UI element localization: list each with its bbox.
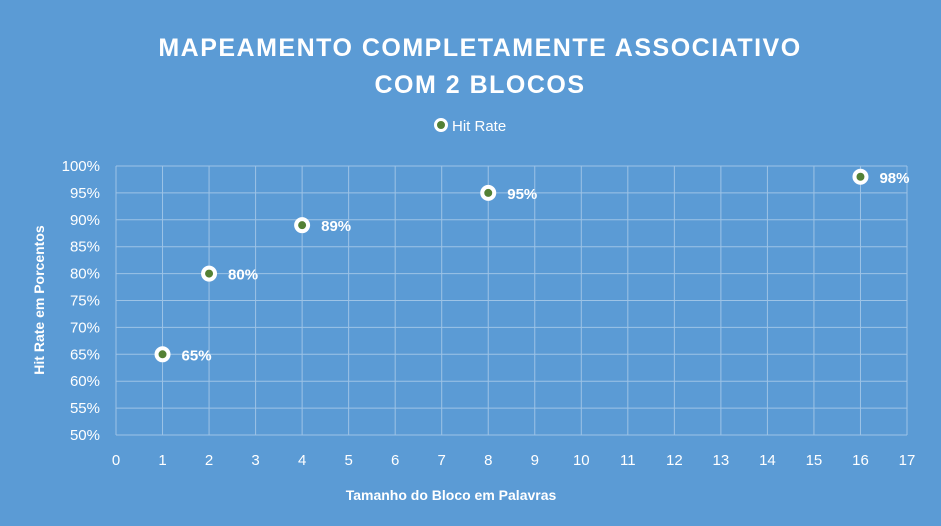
- y-tick-label: 60%: [70, 373, 100, 390]
- y-tick-label: 90%: [70, 212, 100, 229]
- x-tick-label: 8: [484, 452, 492, 469]
- data-labels: 65% 80% 89% 95% 98%: [182, 170, 910, 365]
- x-tick-label: 1: [158, 452, 166, 469]
- x-tick-label: 16: [852, 452, 869, 469]
- x-tick-label: 9: [531, 452, 539, 469]
- data-label: 95%: [507, 186, 537, 203]
- x-tick-label: 15: [806, 452, 823, 469]
- x-tick-label: 17: [899, 452, 916, 469]
- x-tick-label: 13: [713, 452, 730, 469]
- data-label: 80%: [228, 267, 258, 284]
- data-point: [154, 346, 171, 363]
- y-axis-title: Hit Rate em Porcentos: [31, 225, 47, 375]
- x-tick-label: 10: [573, 452, 590, 469]
- data-point: [852, 168, 869, 185]
- x-axis-ticks: 0 1 2 3 4 5 6 7 8 9 10 11 12 13 14 15 16 17: [112, 452, 916, 469]
- x-axis-title: Tamanho do Bloco em Palavras: [346, 487, 557, 503]
- y-tick-label: 95%: [70, 185, 100, 202]
- data-point: [294, 217, 311, 234]
- x-tick-label: 5: [344, 452, 352, 469]
- chart-title-line-1: MAPEAMENTO COMPLETAMENTE ASSOCIATIVO: [158, 34, 801, 62]
- x-tick-label: 2: [205, 452, 213, 469]
- x-tick-label: 7: [438, 452, 446, 469]
- y-tick-label: 70%: [70, 319, 100, 336]
- y-tick-label: 65%: [70, 346, 100, 363]
- x-tick-label: 3: [251, 452, 259, 469]
- x-tick-label: 0: [112, 452, 120, 469]
- data-point: [201, 265, 218, 282]
- x-tick-label: 11: [620, 452, 636, 469]
- legend: Hit Rate: [434, 118, 506, 135]
- y-tick-label: 55%: [70, 400, 100, 417]
- data-points: [154, 168, 869, 363]
- x-tick-label: 14: [759, 452, 776, 469]
- data-label: 98%: [879, 170, 909, 187]
- y-axis-ticks: 50% 55% 60% 65% 70% 75% 80% 85% 90% 95% 100%: [62, 158, 100, 444]
- y-tick-label: 80%: [70, 266, 100, 283]
- data-label: 89%: [321, 218, 351, 235]
- y-tick-label: 85%: [70, 239, 100, 256]
- legend-label: Hit Rate: [452, 118, 506, 135]
- gridlines: [115, 165, 908, 436]
- data-label: 65%: [182, 347, 212, 364]
- chart-title-line-2: COM 2 BLOCOS: [374, 71, 585, 99]
- x-tick-label: 12: [666, 452, 683, 469]
- y-tick-label: 75%: [70, 293, 100, 310]
- y-tick-label: 100%: [62, 158, 100, 175]
- legend-marker-icon: [434, 118, 448, 132]
- data-point: [480, 184, 497, 201]
- x-tick-label: 4: [298, 452, 306, 469]
- x-tick-label: 6: [391, 452, 399, 469]
- y-tick-label: 50%: [70, 427, 100, 444]
